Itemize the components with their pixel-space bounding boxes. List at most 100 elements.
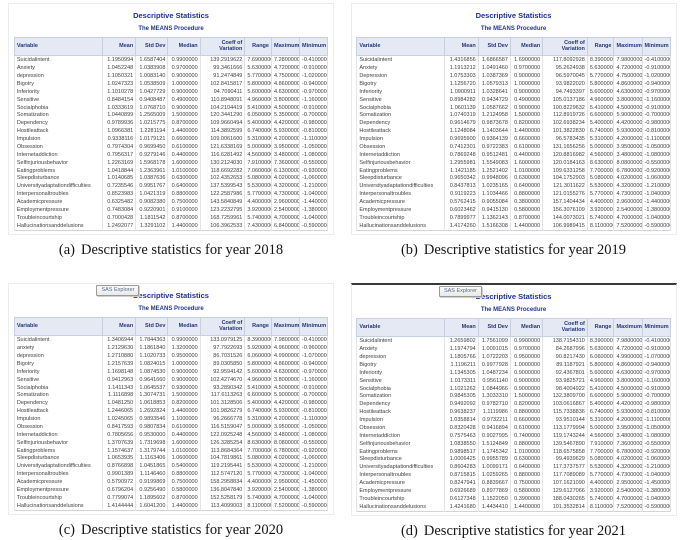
stat-value: 0.9732211 bbox=[477, 416, 511, 425]
stat-value: 4.0200000 bbox=[613, 455, 643, 464]
stat-value: -1.0400000 bbox=[641, 190, 671, 199]
stat-value: 7.9800000 bbox=[613, 336, 643, 346]
stat-value: -0.8100000 bbox=[641, 408, 671, 417]
stat-value: 0.9898517 bbox=[444, 448, 479, 456]
table-row: Anxiety 1.1974794 1.0091015 0.9700000 84.268… bbox=[356, 345, 671, 354]
variable-name: depression bbox=[13, 72, 103, 81]
stat-value: 0.6325482 bbox=[101, 198, 137, 207]
variable-name: Inferiority bbox=[13, 368, 103, 377]
stat-value: 1.6000000 bbox=[509, 159, 544, 167]
stat-value: 121.0155276 bbox=[542, 190, 588, 199]
stat-value: 0.5790972 bbox=[101, 478, 137, 487]
sas-explorer-tab[interactable]: SAS Explorer bbox=[96, 285, 140, 296]
stat-value: 104.7819861 bbox=[199, 454, 246, 463]
column-header-coeff-of-variation: Coeff of Variation bbox=[542, 318, 588, 337]
stat-value: 6.7800000 bbox=[270, 447, 301, 455]
stat-value: 0.8700000 bbox=[167, 119, 201, 128]
sas-explorer-tab[interactable]: SAS Explorer bbox=[438, 286, 482, 297]
stat-value: 0.9000000 bbox=[509, 88, 544, 97]
stat-value: 0.8800000 bbox=[509, 440, 544, 448]
stat-value: 3.9500000 bbox=[270, 143, 301, 152]
table-row: Inferiority 1.1010278 1.0427729 0.9000000 94… bbox=[13, 88, 329, 97]
table-row: Sleepdisturbance 0.9650342 0.9948096 0.6300… bbox=[356, 174, 671, 183]
stat-value: 137.5399543 bbox=[199, 182, 246, 191]
variable-name: Hallucinationsanddelusions bbox=[13, 502, 103, 511]
stat-value: 0.7956317 bbox=[101, 151, 137, 160]
variable-name: Employmentpressure bbox=[13, 206, 103, 215]
variable-name: Employmentpressure bbox=[356, 206, 446, 215]
stat-value: 0.6400000 bbox=[509, 463, 544, 472]
table-row: anxiety 1.2129630 1.1861840 1.3200000 97.792… bbox=[13, 344, 329, 353]
stat-value: 109.0061600 bbox=[199, 135, 246, 144]
stat-value: -1.0400000 bbox=[641, 495, 671, 504]
stat-value: 0.7869248 bbox=[444, 151, 479, 160]
stat-value: 136.8047840 bbox=[199, 486, 246, 495]
stat-value: 5.8000000 bbox=[586, 80, 615, 89]
stat-value: 4.7300000 bbox=[270, 470, 301, 479]
stat-value: 0.6600000 bbox=[167, 135, 201, 144]
stat-value: 0.9500000 bbox=[509, 353, 544, 362]
stat-value: -0.4100000 bbox=[299, 335, 329, 345]
stat-value: 8.1100000 bbox=[586, 222, 615, 231]
stat-value: 4.5000000 bbox=[613, 385, 643, 393]
table-row: Somatization 1.0740319 1.2124958 1.5000000 1… bbox=[356, 111, 671, 120]
caption-label: (a) bbox=[58, 242, 75, 258]
stat-value: 8.1100000 bbox=[244, 502, 272, 511]
stat-value: 4.9600000 bbox=[586, 377, 615, 385]
stat-value: 5.7700000 bbox=[244, 72, 272, 81]
stat-value: 0.8200000 bbox=[509, 119, 544, 128]
stat-value: 103.0616867 bbox=[542, 400, 588, 409]
procedure-title: The MEANS Procedure bbox=[480, 307, 547, 313]
table-row: Sensitive 0.9412963 0.9641660 0.9000000 102.… bbox=[13, 376, 329, 384]
stat-value: 5.6300000 bbox=[586, 345, 615, 354]
stat-value: 0.5800000 bbox=[509, 206, 544, 215]
stat-value: -1.0800000 bbox=[641, 432, 671, 441]
stat-value: 102.8415817 bbox=[199, 80, 246, 89]
stat-value: -1.3800000 bbox=[641, 487, 671, 496]
stat-value: 1.0100000 bbox=[509, 448, 544, 456]
column-header-range: Range bbox=[244, 317, 272, 336]
column-header-variable: Variable bbox=[13, 317, 103, 336]
column-header-coeff-of-variation: Coeff of Variation bbox=[199, 317, 246, 336]
stat-value: 1.0006425 bbox=[444, 455, 479, 464]
stat-value: 120.0184163 bbox=[542, 159, 588, 167]
stat-value: 93.9822020 bbox=[542, 80, 588, 89]
variable-name: Sleepdisturbance bbox=[356, 455, 446, 464]
stat-value: 0.6023462 bbox=[444, 206, 479, 215]
stat-value: -0.9100000 bbox=[641, 64, 671, 73]
column-header-variable: Variable bbox=[356, 318, 446, 337]
stat-value: 0.9055084 bbox=[477, 198, 511, 207]
variable-name: Suicidalintent bbox=[13, 55, 103, 65]
stat-value: 0.9100000 bbox=[167, 206, 201, 215]
stat-value: 5.9300000 bbox=[613, 127, 643, 136]
stat-value: 1.6000000 bbox=[167, 159, 201, 167]
stat-value: 7.9800000 bbox=[270, 335, 301, 345]
variable-name: Interpersonaltroubles bbox=[13, 470, 103, 479]
stat-value: 6.7800000 bbox=[613, 167, 643, 175]
stat-value: 0.9000000 bbox=[509, 72, 544, 81]
stat-value: 7.3600000 bbox=[270, 159, 301, 167]
variable-name: Hostileattack bbox=[356, 127, 446, 136]
stat-value: 4.4000000 bbox=[244, 478, 272, 487]
table-row: Suicidalintent 1.1950994 1.6587404 0.990000… bbox=[13, 55, 329, 65]
stat-value: 133.0979125 bbox=[199, 335, 246, 345]
procedure-title: The MEANS Procedure bbox=[138, 26, 204, 32]
stat-value: 3.9200000 bbox=[586, 206, 615, 215]
stat-value: 117.8092928 bbox=[542, 55, 588, 65]
variable-name: Sleepdisturbance bbox=[13, 454, 103, 463]
stat-value: 93.2890342 bbox=[199, 384, 246, 392]
column-header-maximum: Maximum bbox=[613, 318, 643, 337]
stat-value: 0.9650342 bbox=[444, 174, 479, 183]
stat-value: -1.1100000 bbox=[641, 135, 671, 144]
stat-value: 93.9510144 bbox=[542, 416, 588, 425]
variable-name: Eatingproblems bbox=[356, 167, 446, 175]
stat-value: 6.7400000 bbox=[244, 407, 272, 416]
stat-value: 4.5600000 bbox=[586, 432, 615, 441]
column-header-minimum: Minimum bbox=[299, 317, 329, 336]
table-row: Academicpressure 0.6325482 0.9082380 0.7500… bbox=[13, 198, 329, 207]
stat-value: 3.9500000 bbox=[270, 423, 301, 432]
stat-value: 120.8816982 bbox=[542, 151, 588, 160]
table-row: Dependency 1.0481250 1.0618853 0.8200000 101… bbox=[13, 399, 329, 408]
stat-value: 1.0418844 bbox=[101, 167, 137, 175]
variable-name: Employmentpressure bbox=[13, 486, 103, 495]
